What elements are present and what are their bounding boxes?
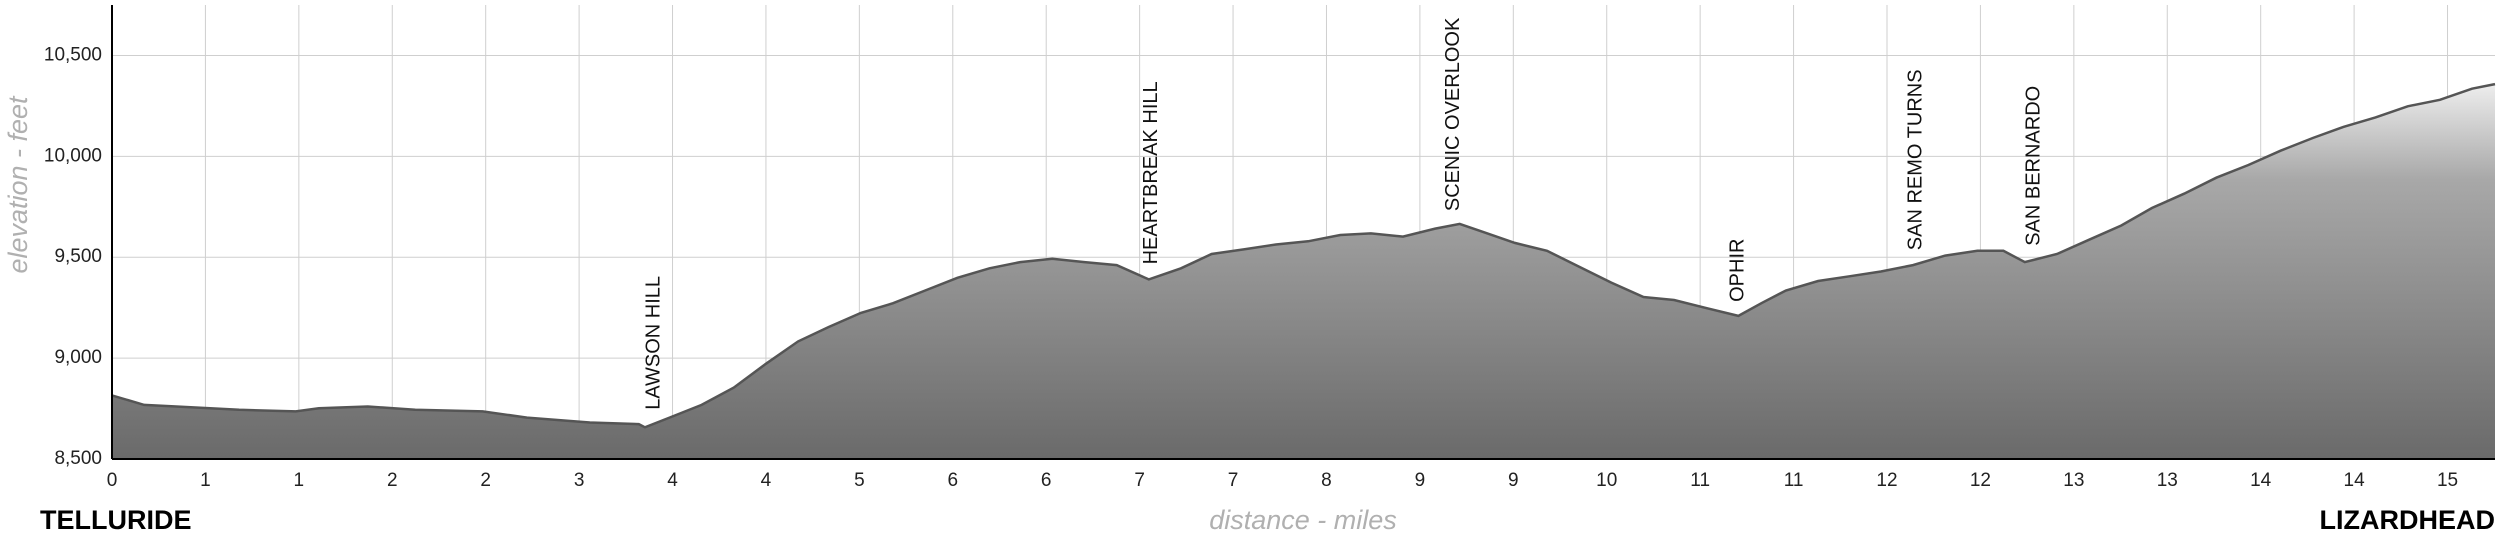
x-tick-label: 9 bbox=[1508, 470, 1519, 491]
annotation: HEARTBREAK HILL bbox=[1140, 81, 1162, 264]
annotation: SAN REMO TURNS bbox=[1904, 69, 1926, 250]
elevation-area bbox=[112, 84, 2495, 459]
x-tick-label: 1 bbox=[200, 470, 211, 491]
x-tick-label: 7 bbox=[1134, 470, 1145, 491]
y-tick-label: 9,000 bbox=[54, 347, 102, 368]
annotation: SCENIC OVERLOOK bbox=[1442, 17, 1464, 211]
x-tick-label: 1 bbox=[294, 470, 305, 491]
x-tick-label: 7 bbox=[1228, 470, 1239, 491]
y-tick-label: 10,500 bbox=[44, 44, 102, 65]
x-tick-label: 15 bbox=[2437, 470, 2458, 491]
x-tick-label: 3 bbox=[574, 470, 585, 491]
x-tick-label: 4 bbox=[761, 470, 772, 491]
annotation: OPHIR bbox=[1727, 239, 1749, 302]
plot bbox=[111, 82, 2496, 459]
x-tick-label: 14 bbox=[2250, 470, 2272, 491]
x-tick-label: 13 bbox=[2063, 470, 2084, 491]
x-tick-label: 13 bbox=[2157, 470, 2178, 491]
y-axis-label: elevation - feet bbox=[3, 95, 33, 274]
y-tick-label: 10,000 bbox=[44, 145, 102, 166]
annotation: SAN BERNARDO bbox=[2022, 86, 2044, 246]
start-label: TELLURIDE bbox=[40, 505, 192, 535]
x-tick-label: 9 bbox=[1415, 470, 1426, 491]
x-tick-label: 10 bbox=[1596, 470, 1617, 491]
x-tick-label: 11 bbox=[1784, 470, 1804, 491]
x-tick-label: 2 bbox=[387, 470, 398, 491]
x-tick-label: 8 bbox=[1321, 470, 1332, 491]
annotation: LAWSON HILL bbox=[642, 276, 664, 410]
x-tick-label: 6 bbox=[1041, 470, 1052, 491]
x-tick-label: 5 bbox=[854, 470, 865, 491]
y-tick-label: 9,500 bbox=[54, 246, 102, 267]
x-tick-label: 2 bbox=[480, 470, 491, 491]
x-tick-label: 12 bbox=[1970, 470, 1991, 491]
end-label: LIZARDHEAD bbox=[2320, 505, 2496, 535]
x-tick-label: 14 bbox=[2344, 470, 2366, 491]
x-tick-label: 6 bbox=[947, 470, 958, 491]
y-tick-label: 8,500 bbox=[54, 448, 102, 469]
x-tick-label: 4 bbox=[667, 470, 678, 491]
x-axis-label: distance - miles bbox=[1209, 505, 1397, 535]
x-tick-label: 11 bbox=[1690, 470, 1710, 491]
x-tick-label: 0 bbox=[107, 470, 118, 491]
elevation-line bbox=[111, 82, 2496, 429]
x-tick-label: 12 bbox=[1876, 470, 1897, 491]
